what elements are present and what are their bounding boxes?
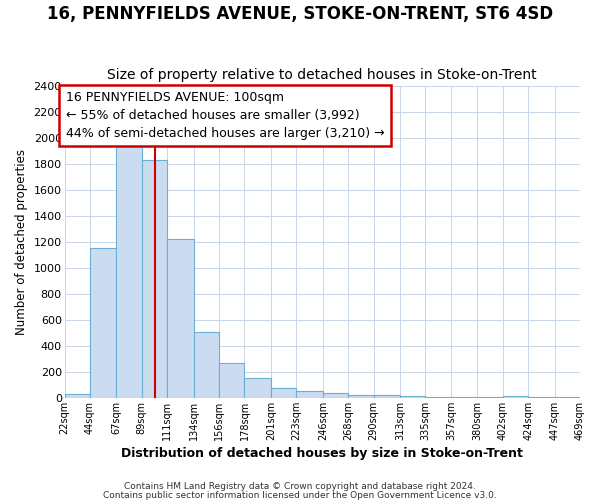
Bar xyxy=(116,144,142,398)
Bar xyxy=(90,248,116,398)
Bar xyxy=(478,396,503,398)
Bar xyxy=(374,396,400,398)
Bar xyxy=(271,388,296,398)
Title: Size of property relative to detached houses in Stoke-on-Trent: Size of property relative to detached ho… xyxy=(107,68,537,82)
Bar xyxy=(142,160,167,398)
Text: Contains public sector information licensed under the Open Government Licence v3: Contains public sector information licen… xyxy=(103,490,497,500)
Bar xyxy=(425,396,451,398)
Bar xyxy=(296,392,323,398)
Bar xyxy=(244,378,271,398)
Bar xyxy=(323,392,348,398)
Bar xyxy=(65,394,90,398)
Bar xyxy=(219,364,244,398)
Bar xyxy=(348,396,374,398)
Text: 16 PENNYFIELDS AVENUE: 100sqm
← 55% of detached houses are smaller (3,992)
44% o: 16 PENNYFIELDS AVENUE: 100sqm ← 55% of d… xyxy=(66,91,385,140)
Bar xyxy=(167,240,194,398)
X-axis label: Distribution of detached houses by size in Stoke-on-Trent: Distribution of detached houses by size … xyxy=(121,447,523,460)
Bar xyxy=(194,332,219,398)
Text: Contains HM Land Registry data © Crown copyright and database right 2024.: Contains HM Land Registry data © Crown c… xyxy=(124,482,476,491)
Bar xyxy=(451,396,478,398)
Y-axis label: Number of detached properties: Number of detached properties xyxy=(15,149,28,335)
Bar xyxy=(400,396,425,398)
Bar xyxy=(503,396,528,398)
Text: 16, PENNYFIELDS AVENUE, STOKE-ON-TRENT, ST6 4SD: 16, PENNYFIELDS AVENUE, STOKE-ON-TRENT, … xyxy=(47,5,553,23)
